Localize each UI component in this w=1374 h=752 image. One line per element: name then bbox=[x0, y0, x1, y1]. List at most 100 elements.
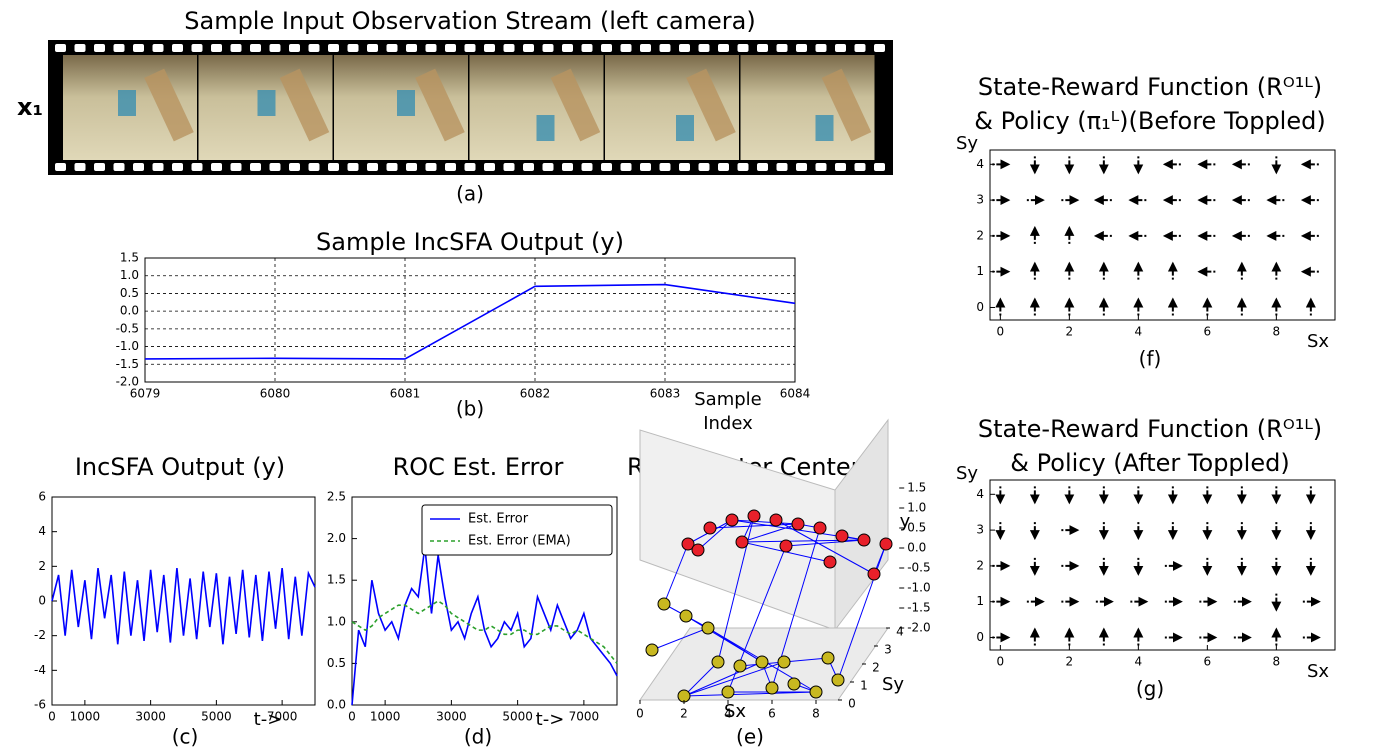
point bbox=[733, 659, 747, 673]
edge bbox=[775, 519, 875, 575]
sprocket bbox=[542, 44, 554, 52]
sprocket bbox=[815, 163, 827, 171]
sprocket bbox=[737, 163, 749, 171]
y-tick-label: 0 bbox=[848, 697, 856, 711]
edge bbox=[663, 543, 689, 605]
caption: (f) bbox=[1139, 347, 1162, 371]
cup bbox=[397, 90, 415, 116]
sprocket bbox=[152, 44, 164, 52]
caption: (a) bbox=[456, 182, 484, 206]
edge bbox=[683, 661, 719, 697]
sprocket bbox=[250, 44, 261, 52]
plot-frame bbox=[51, 496, 316, 706]
y-tick-label: 0.0 bbox=[327, 698, 346, 712]
sprocket bbox=[211, 44, 222, 52]
y-axis-label: Sy bbox=[956, 463, 978, 484]
sprocket bbox=[289, 44, 300, 52]
film-title: Sample Input Observation Stream (left ca… bbox=[184, 7, 755, 35]
x-tick-label: 2 bbox=[680, 707, 688, 721]
sprocket bbox=[191, 163, 203, 171]
x-tick-label: 3000 bbox=[135, 710, 166, 724]
sprocket bbox=[796, 44, 807, 52]
sprocket bbox=[211, 163, 222, 171]
caption: (d) bbox=[464, 725, 492, 749]
data-line bbox=[351, 600, 618, 664]
arm bbox=[686, 68, 736, 142]
sprocket bbox=[484, 163, 495, 171]
x-tick-label: 6079 bbox=[130, 387, 161, 401]
y-tick-label: 6 bbox=[38, 490, 46, 504]
sprocket bbox=[835, 44, 846, 52]
y-tick-label: 2 bbox=[38, 559, 46, 573]
point bbox=[701, 621, 715, 635]
z-tick-label: 1.0 bbox=[907, 501, 926, 515]
x-tick-label: 7000 bbox=[569, 710, 600, 724]
sprocket bbox=[679, 163, 690, 171]
z-tick-label: 0.5 bbox=[907, 521, 926, 535]
x-tick-label: 4 bbox=[724, 707, 732, 721]
edge bbox=[741, 523, 799, 543]
sprocket bbox=[718, 163, 729, 171]
data-line bbox=[51, 567, 316, 645]
x-tick-label: 6 bbox=[1204, 325, 1212, 339]
z-axis-label: y bbox=[900, 511, 911, 532]
sprocket bbox=[620, 163, 632, 171]
y-tick-label: 4 bbox=[976, 157, 984, 171]
cup bbox=[676, 115, 694, 141]
sprocket bbox=[698, 44, 710, 52]
point bbox=[765, 681, 779, 695]
sprocket bbox=[854, 44, 866, 52]
x-tick-label: 6083 bbox=[650, 387, 681, 401]
sprocket bbox=[601, 163, 612, 171]
caption: (g) bbox=[1136, 677, 1164, 701]
sprocket bbox=[542, 163, 554, 171]
pane bbox=[834, 418, 889, 632]
x-tick-label: 4 bbox=[1135, 325, 1143, 339]
point bbox=[787, 677, 801, 691]
y-tick-label: 0 bbox=[976, 630, 984, 644]
sprocket bbox=[406, 44, 417, 52]
sprocket bbox=[308, 44, 320, 52]
x-tick-label: 0 bbox=[997, 655, 1005, 669]
caption: (c) bbox=[172, 725, 199, 749]
sprocket bbox=[113, 44, 125, 52]
sprocket bbox=[94, 163, 105, 171]
sprocket bbox=[484, 44, 495, 52]
x-tick-label: 6 bbox=[1204, 655, 1212, 669]
point bbox=[867, 567, 881, 581]
sprocket bbox=[347, 163, 359, 171]
y-tick-label: 3 bbox=[884, 643, 892, 657]
sprocket bbox=[74, 44, 86, 52]
x-axis-label: Sx bbox=[1307, 661, 1329, 682]
sprocket bbox=[152, 163, 164, 171]
y-tick-label: 1 bbox=[976, 594, 984, 608]
edge bbox=[683, 661, 785, 697]
point bbox=[813, 521, 827, 535]
y-tick-label: 1.5 bbox=[120, 251, 139, 265]
point bbox=[779, 539, 793, 553]
point bbox=[703, 521, 717, 535]
sprocket bbox=[367, 163, 378, 171]
sprocket bbox=[523, 163, 534, 171]
sprocket bbox=[659, 44, 671, 52]
plot-frame bbox=[989, 479, 1336, 651]
x-tick-label: 0 bbox=[48, 710, 56, 724]
y-tick-label: 3 bbox=[976, 523, 984, 537]
y-tick-label: 2.5 bbox=[327, 490, 346, 504]
point bbox=[823, 555, 837, 569]
x-tick-label: 5000 bbox=[201, 710, 232, 724]
point bbox=[755, 655, 769, 669]
cup bbox=[257, 90, 276, 116]
sprocket bbox=[425, 44, 437, 52]
z-tick-label: -2.0 bbox=[907, 621, 930, 635]
x-tick-label: 6082 bbox=[520, 387, 551, 401]
y-tick-label: -1.0 bbox=[116, 339, 139, 353]
x-tick-label: 8 bbox=[812, 707, 820, 721]
sprocket bbox=[581, 163, 593, 171]
sprocket bbox=[230, 44, 242, 52]
y-tick-label: 0.5 bbox=[120, 286, 139, 300]
x-tick-label: 6 bbox=[768, 707, 776, 721]
sprocket bbox=[347, 44, 359, 52]
sprocket bbox=[250, 163, 261, 171]
